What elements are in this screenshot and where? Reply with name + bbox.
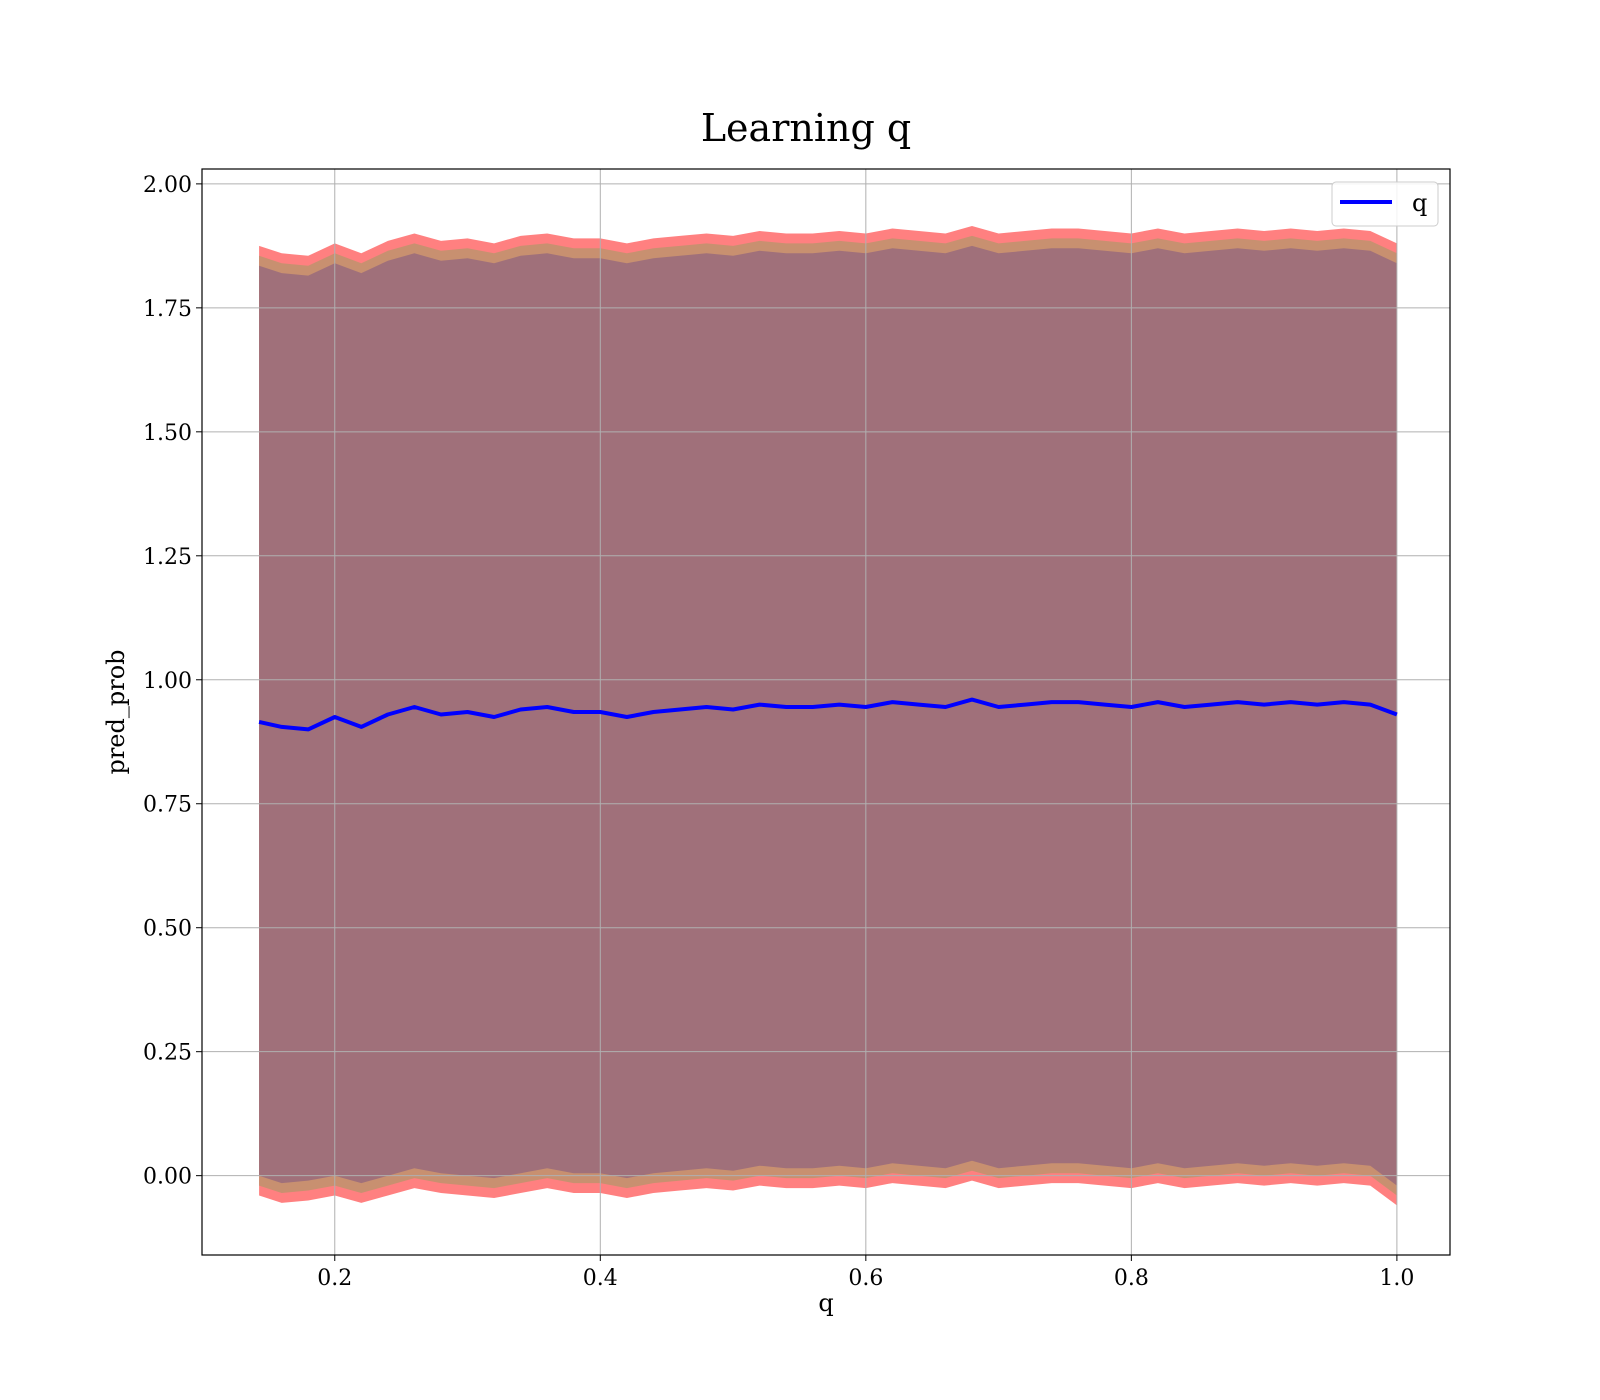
inner-band (259, 245, 1397, 1186)
y-axis-ticks: 0.00 0.25 0.50 0.75 1.00 1.25 1.50 1.75 2.00 (143, 173, 202, 1190)
y-tick-label: 0.25 (143, 1041, 192, 1066)
y-tick-label: 1.75 (143, 297, 192, 322)
legend-label-q: q (1412, 189, 1427, 217)
grid-lines (202, 169, 1450, 1255)
x-axis-ticks: 0.2 0.4 0.6 0.8 1.0 (317, 1255, 1414, 1291)
x-tick-label: 0.8 (1114, 1266, 1149, 1291)
y-axis-label: pred_prob (102, 649, 130, 774)
chart-title: Learning q (701, 106, 911, 150)
y-tick-label: 0.50 (143, 917, 192, 942)
x-tick-label: 1.0 (1379, 1266, 1414, 1291)
y-tick-label: 2.00 (143, 173, 192, 198)
x-tick-label: 0.2 (317, 1266, 352, 1291)
y-tick-label: 0.00 (143, 1165, 192, 1190)
legend: q (1331, 181, 1439, 227)
x-axis-label: q (818, 1289, 833, 1317)
y-tick-label: 1.50 (143, 421, 192, 446)
mean-series (258, 697, 1398, 732)
plot-frame (201, 168, 1451, 1256)
y-tick-label: 0.75 (143, 793, 192, 818)
x-tick-label: 0.6 (848, 1266, 883, 1291)
x-tick-label: 0.4 (583, 1266, 618, 1291)
series-line-q (258, 697, 1398, 732)
y-tick-label: 1.25 (143, 545, 192, 570)
uncertainty-bands (259, 226, 1397, 1206)
y-tick-label: 1.00 (143, 669, 192, 694)
